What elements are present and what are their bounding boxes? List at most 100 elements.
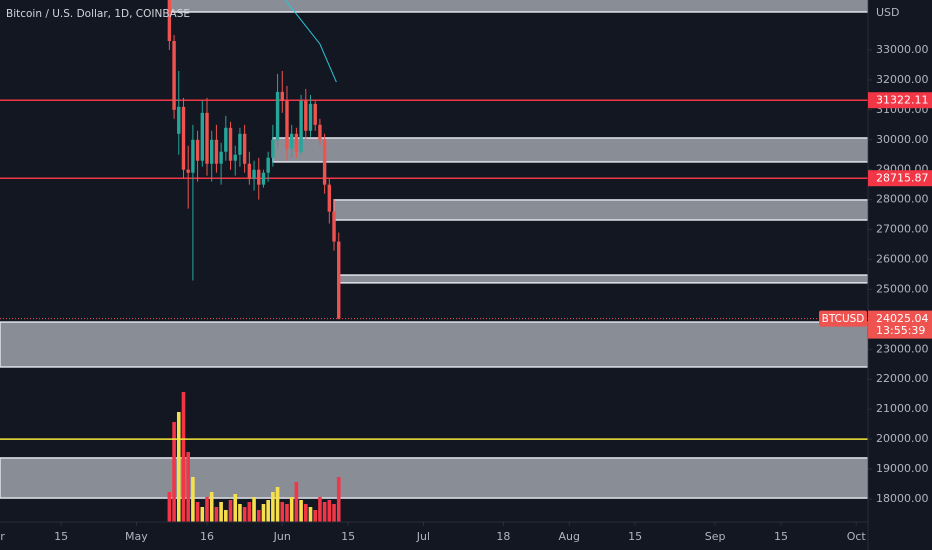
- volume-bar: [191, 477, 195, 522]
- volume-bar: [242, 507, 247, 522]
- zone: [0, 321, 868, 368]
- y-tick-label: 27000.00: [876, 223, 929, 236]
- axes: 18000.00 19000.00 20000.00 21000.00 22000.00…: [0, 43, 932, 543]
- candle-body: [191, 139, 195, 173]
- last-price-box: [868, 310, 932, 339]
- candle-body: [271, 139, 275, 158]
- candle-body: [252, 169, 256, 179]
- volume-bar: [294, 482, 299, 522]
- candle-body: [304, 100, 308, 131]
- candle-body: [172, 41, 176, 110]
- candle-body: [200, 112, 204, 161]
- candle-body: [285, 100, 289, 149]
- candle-body: [195, 139, 200, 161]
- volume-bar: [336, 477, 341, 522]
- volume-bar: [186, 452, 190, 522]
- volume-bar: [285, 504, 289, 522]
- x-tick-label: Aug: [559, 530, 580, 543]
- volume-bar: [289, 497, 294, 522]
- zone: [168, 0, 868, 13]
- x-tick-label: 15: [774, 530, 788, 543]
- volume-bar: [219, 502, 223, 522]
- y-tick-label: 21000.00: [876, 402, 929, 415]
- candle-body: [210, 139, 214, 164]
- candle-body: [308, 103, 313, 131]
- volume-bar: [172, 422, 176, 522]
- candle-body: [299, 100, 303, 152]
- volume-bar: [332, 504, 336, 522]
- candle-body: [233, 154, 237, 161]
- candle-body: [289, 133, 294, 149]
- volume-bar: [205, 497, 209, 522]
- candle-body: [313, 103, 317, 125]
- volume-bar: [228, 500, 233, 522]
- candle-body: [247, 163, 252, 179]
- volume-bar: [280, 502, 285, 522]
- volume-bar: [167, 492, 172, 522]
- volume-bar: [200, 507, 205, 522]
- x-tick-label: 15: [54, 530, 68, 543]
- volume-bar: [313, 510, 318, 522]
- volume-bar: [308, 507, 313, 522]
- y-tick-label: 18000.00: [876, 492, 929, 505]
- y-tick-label: 28000.00: [876, 193, 929, 206]
- candle-body: [214, 139, 219, 164]
- volume-bar: [299, 500, 303, 522]
- candle-body: [280, 91, 284, 101]
- zone: [337, 274, 868, 284]
- last-price-label: 24025.04: [876, 312, 929, 325]
- level-label-box: [868, 170, 932, 187]
- candle-body: [228, 127, 233, 161]
- x-tick-label: 16: [200, 530, 214, 543]
- volume-bar: [214, 507, 219, 522]
- x-tick-label: Sep: [705, 530, 726, 543]
- candle-body: [261, 172, 266, 185]
- candle-body: [167, 0, 172, 42]
- candle-body: [266, 157, 270, 173]
- volume-bar: [327, 500, 332, 522]
- volume-bar: [233, 494, 238, 522]
- volume-bar: [238, 504, 242, 522]
- volume-bar: [181, 392, 186, 522]
- candle-body: [332, 211, 336, 242]
- moving-average: [284, 0, 337, 83]
- level-label: 28715.87: [876, 172, 929, 185]
- y-tick-label: 25000.00: [876, 282, 929, 295]
- candle-body: [275, 91, 280, 140]
- candle-body: [177, 106, 181, 134]
- x-tick-label: May: [125, 530, 148, 543]
- candle-body: [257, 169, 261, 185]
- level-label-box: [868, 92, 932, 109]
- candle-body: [294, 133, 299, 152]
- volume-bar: [275, 487, 280, 522]
- volume-bar: [252, 497, 256, 522]
- volume-bar: [266, 500, 270, 522]
- x-tick-label: Jun: [273, 530, 291, 543]
- candle-body: [318, 124, 322, 140]
- zone: [272, 137, 868, 163]
- volume-bar: [224, 510, 228, 522]
- candle-body: [186, 169, 190, 173]
- candle-body: [205, 112, 209, 164]
- volume-bar: [261, 504, 266, 522]
- zone: [333, 199, 868, 221]
- y-tick-label: 33000.00: [876, 43, 929, 56]
- chart-title: Bitcoin / U.S. Dollar, 1D, COINBASE: [6, 8, 190, 20]
- symbol-box: [819, 310, 867, 327]
- x-tick-label: Apr: [0, 530, 5, 543]
- zone: [0, 457, 868, 499]
- candle-body: [181, 106, 186, 170]
- y-axis-label: USD: [876, 6, 900, 19]
- y-tick-label: 23000.00: [876, 342, 929, 355]
- volume-bar: [271, 492, 275, 522]
- x-tick-label: Oct: [847, 530, 867, 543]
- candle-body: [219, 151, 223, 164]
- plot-area: [0, 0, 868, 522]
- volume-bar: [303, 504, 308, 522]
- candle-body: [322, 139, 327, 185]
- volume-bar: [209, 492, 214, 522]
- candle-body: [238, 133, 242, 155]
- volume-bar: [247, 502, 252, 522]
- y-tick-label: 32000.00: [876, 73, 929, 86]
